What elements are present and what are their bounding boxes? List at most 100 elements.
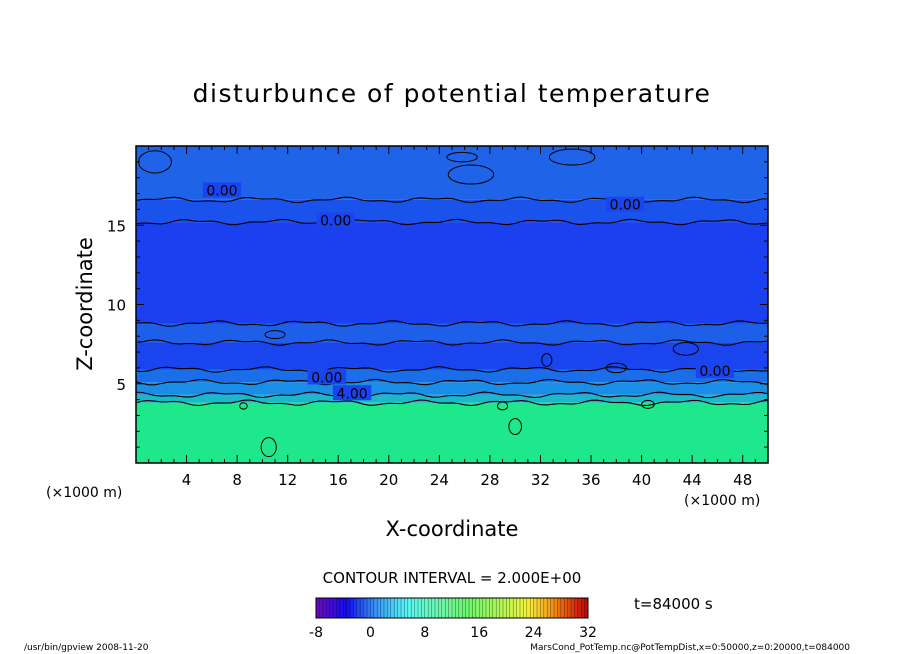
colorbar-tick--8: -8 <box>309 625 323 641</box>
colorbar-cell-12 <box>356 598 361 618</box>
contour-label-bg-1 <box>316 212 355 228</box>
colorbar-cell-34 <box>431 598 436 618</box>
colorbar-cell-24 <box>397 598 402 618</box>
field-layer-4 <box>136 342 768 370</box>
contour-label-bg-5 <box>695 363 735 379</box>
colorbar-cell-35 <box>435 598 439 618</box>
colorbar-cell-61 <box>523 598 528 618</box>
contour-blob-2 <box>548 148 596 166</box>
field-layer-6 <box>136 222 768 324</box>
contour-line-0 <box>135 399 769 407</box>
x-tick-label-12: 12 <box>278 471 297 489</box>
colorbar-tick-0: 0 <box>366 625 375 641</box>
colorbar-cell-17 <box>373 598 378 618</box>
contour-line-2 <box>135 378 769 386</box>
field-layer-0 <box>136 402 768 463</box>
colorbar <box>315 598 589 618</box>
colorbar-frame <box>315 597 589 619</box>
colorbar-cell-50 <box>486 598 490 618</box>
contour-lines <box>135 148 769 458</box>
footer-left: /usr/bin/gpview 2008-11-20 <box>24 643 149 653</box>
colorbar-cell-63 <box>530 598 534 618</box>
colorbar-cell-47 <box>475 598 480 618</box>
colorbar-tick-24: 24 <box>525 625 543 641</box>
x-tick-label-36: 36 <box>581 471 600 489</box>
colorbar-cell-31 <box>421 598 426 618</box>
colorbar-cell-0 <box>316 598 320 618</box>
colorbar-cell-41 <box>455 598 460 618</box>
contour-label-bg-4 <box>332 385 372 401</box>
colorbar-cell-77 <box>577 598 582 618</box>
colorbar-cell-43 <box>462 598 466 618</box>
colorbar-cell-25 <box>401 598 405 618</box>
colorbar-cell-20 <box>384 598 388 618</box>
x-axis-label: X-coordinate <box>386 517 519 541</box>
colorbar-cell-11 <box>353 598 358 618</box>
colorbar-cell-14 <box>363 598 368 618</box>
colorbar-cell-36 <box>438 598 443 618</box>
colorbar-ticks: -8 0 8 16 24 32 <box>309 625 597 641</box>
colorbar-cell-72 <box>560 598 565 618</box>
contour-blob-6 <box>641 399 655 409</box>
x-tick-label-48: 48 <box>733 471 752 489</box>
contour-label-2: 0.00 <box>610 198 641 214</box>
contour-blob-11 <box>541 353 553 367</box>
colorbar-cell-18 <box>377 598 381 618</box>
colorbar-cell-23 <box>394 598 398 618</box>
contour-line-6 <box>135 218 769 226</box>
colorbar-cell-60 <box>520 598 524 618</box>
x-tick-label-16: 16 <box>329 471 348 489</box>
contour-label-4: 4.00 <box>337 386 368 402</box>
colorbar-cell-66 <box>540 598 545 618</box>
colorbar-cell-75 <box>571 598 575 618</box>
colorbar-cell-42 <box>458 598 463 618</box>
colorbar-cell-73 <box>564 598 568 618</box>
colorbar-cell-69 <box>550 598 555 618</box>
field-layer-3 <box>136 369 768 383</box>
x-unit-right: (×1000 m) <box>684 493 760 509</box>
contour-blob-8 <box>239 402 248 410</box>
colorbar-cell-54 <box>499 598 504 618</box>
colorbar-cell-38 <box>445 598 449 618</box>
colorbar-cell-33 <box>428 598 432 618</box>
contour-blob-9 <box>672 342 699 356</box>
colorbar-cell-44 <box>465 598 470 618</box>
colorbar-cell-70 <box>554 598 558 618</box>
colorbar-cell-27 <box>407 598 412 618</box>
colorbar-cell-6 <box>336 598 341 618</box>
x-unit-left: (×1000 m) <box>46 485 122 501</box>
colorbar-cell-9 <box>346 598 351 618</box>
colorbar-cell-10 <box>350 598 354 618</box>
colorbar-cell-19 <box>380 598 385 618</box>
y-tick-label-10: 10 <box>107 297 126 315</box>
colorbar-cell-64 <box>533 598 538 618</box>
x-tick-label-32: 32 <box>531 471 550 489</box>
colorbar-cell-7 <box>339 598 344 618</box>
colorbar-cell-51 <box>489 598 494 618</box>
colorbar-tick-8: 8 <box>420 625 429 641</box>
colorbar-cell-1 <box>319 598 324 618</box>
field-layer-2 <box>136 382 768 395</box>
colorbar-cell-62 <box>526 598 531 618</box>
colorbar-cell-29 <box>414 598 419 618</box>
colorbar-cell-76 <box>574 598 579 618</box>
contour-label-bg-3 <box>307 369 347 385</box>
colorbar-cell-48 <box>479 598 483 618</box>
colorbar-cell-65 <box>537 598 541 618</box>
contour-labels: 0.000.000.000.004.000.00 <box>202 182 735 402</box>
colorbar-tick-32: 32 <box>579 625 597 641</box>
colorbar-cell-56 <box>506 598 511 618</box>
contour-label-0: 0.00 <box>206 183 237 199</box>
colorbar-cell-39 <box>448 598 453 618</box>
colorbar-cell-21 <box>387 598 392 618</box>
plot-area <box>136 146 768 463</box>
colorbar-cell-46 <box>472 598 477 618</box>
colorbar-cell-67 <box>543 598 548 618</box>
colorbar-cell-32 <box>424 598 429 618</box>
colorbar-cell-2 <box>322 598 327 618</box>
colorbar-cell-74 <box>567 598 572 618</box>
x-tick-label-24: 24 <box>430 471 449 489</box>
contour-line-1 <box>135 391 769 399</box>
footer-right: MarsCond_PotTemp.nc@PotTempDist,x=0:5000… <box>530 643 850 653</box>
x-tick-label-8: 8 <box>232 471 242 489</box>
